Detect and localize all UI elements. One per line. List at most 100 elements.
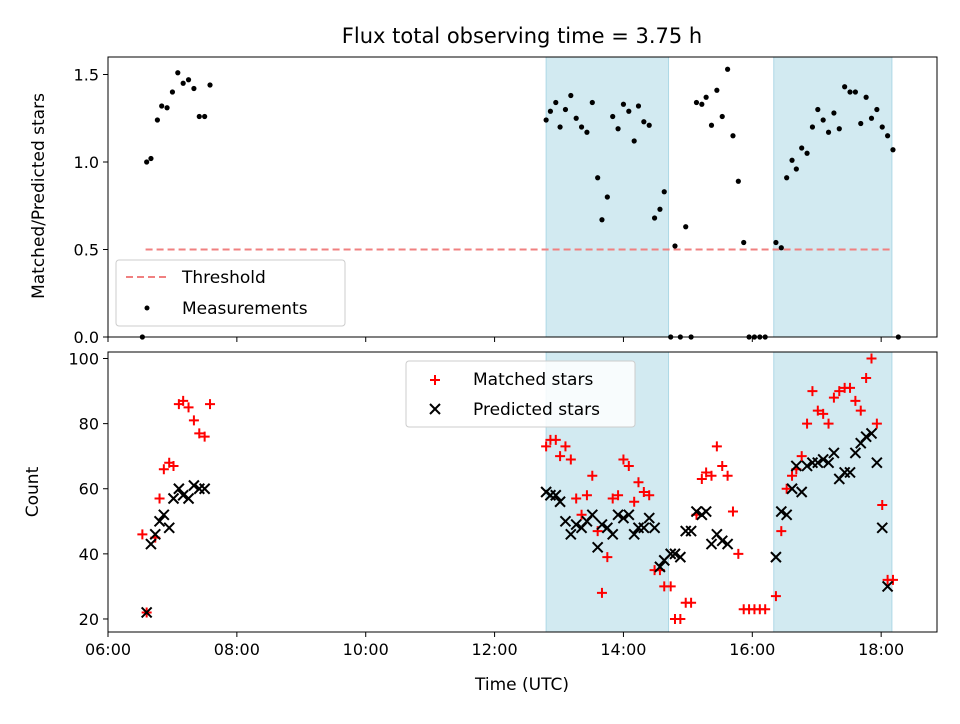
- predicted-point: [606, 528, 619, 541]
- matched-legend-swatch: [430, 375, 440, 385]
- predicted-point: [153, 515, 166, 528]
- matched-point: [770, 591, 781, 602]
- measurement-point: [543, 117, 549, 123]
- predicted-point: [844, 466, 856, 479]
- matched-point: [850, 395, 861, 406]
- predicted-point: [664, 548, 677, 560]
- measurement-point: [693, 99, 700, 106]
- measurement-point: [191, 85, 197, 92]
- predicted-point: [570, 518, 582, 531]
- matched-point: [665, 581, 676, 592]
- xtick-label: 16:00: [729, 640, 775, 659]
- measurements-legend-label: Measurements: [182, 299, 308, 319]
- predicted-point: [145, 538, 157, 550]
- measurement-point: [615, 126, 621, 132]
- measurement-point: [793, 166, 799, 172]
- measurement-point: [641, 119, 647, 125]
- predicted-point: [705, 538, 718, 550]
- predicted-point: [674, 551, 687, 563]
- measurement-point: [699, 101, 705, 107]
- measurement-point: [708, 122, 715, 128]
- measurement-point: [703, 94, 709, 100]
- measurement-point: [557, 124, 563, 130]
- measurement-point: [578, 124, 585, 130]
- measurement-point: [809, 124, 816, 130]
- predicted-point: [786, 483, 798, 495]
- measurement-point: [890, 147, 896, 153]
- measurement-point: [620, 101, 627, 107]
- predicted-point: [648, 522, 661, 534]
- measurement-point: [584, 129, 590, 135]
- measurement-point: [164, 105, 170, 111]
- predicted-point: [775, 505, 788, 518]
- predicted-point: [876, 522, 888, 534]
- measurement-point: [651, 215, 658, 221]
- measurement-point: [714, 87, 720, 93]
- measurement-point: [885, 133, 891, 139]
- measurement-point: [804, 150, 810, 156]
- bottom-ytick-label: 40: [79, 545, 99, 564]
- predicted-point: [586, 509, 599, 521]
- matched-legend-label: Matched stars: [473, 370, 593, 390]
- measurement-point: [175, 70, 181, 76]
- matched-point: [877, 500, 888, 511]
- predicted-legend-swatch: [429, 403, 441, 415]
- predicted-point: [188, 479, 200, 492]
- bottom-legend-frame: [405, 360, 636, 428]
- matched-point: [776, 526, 787, 537]
- matched-point: [644, 490, 655, 501]
- matched-point: [596, 587, 607, 598]
- measurement-point: [180, 80, 186, 86]
- bottom-ytick-label: 60: [79, 480, 99, 499]
- matched-point: [555, 451, 566, 462]
- top-legend: Threshold Measurements: [115, 259, 346, 327]
- predicted-point: [801, 460, 813, 472]
- matched-point: [727, 506, 738, 517]
- matched-point: [861, 373, 872, 384]
- matched-point: [796, 451, 807, 462]
- bottom-axes-frame: [107, 351, 938, 633]
- matched-point: [823, 418, 834, 429]
- measurement-point: [863, 94, 869, 100]
- predicted-point: [149, 528, 161, 541]
- measurement-point: [789, 157, 795, 163]
- top-panel: Matched/Predicted stars 0.0 0.5 1.0 1.5: [29, 56, 938, 347]
- predicted-point: [177, 489, 189, 501]
- measurement-point: [148, 155, 154, 162]
- measurement-point: [836, 126, 842, 132]
- predicted-point: [721, 538, 734, 550]
- predicted-point: [198, 483, 211, 495]
- predicted-point: [822, 456, 835, 469]
- matched-point: [787, 470, 798, 481]
- matched-point: [618, 454, 629, 465]
- predicted-point: [565, 528, 577, 541]
- xtick-label: 18:00: [858, 640, 904, 659]
- matched-point: [887, 574, 898, 585]
- predicted-point: [812, 456, 824, 469]
- measurement-point: [589, 99, 595, 106]
- measurement-point: [599, 217, 605, 223]
- measurement-point: [683, 224, 689, 230]
- xtick-label: 08:00: [214, 640, 260, 659]
- measurement-point: [735, 178, 741, 184]
- measurement-point: [799, 145, 805, 151]
- matched-point: [834, 386, 845, 397]
- measurement-point: [741, 239, 747, 246]
- predicted-point: [716, 535, 728, 547]
- matched-point: [686, 597, 697, 608]
- top-ytick-label: 0.5: [74, 241, 99, 260]
- measurement-point: [815, 106, 821, 113]
- matched-point: [733, 548, 744, 559]
- predicted-point: [790, 460, 803, 472]
- measurement-point: [144, 159, 150, 165]
- top-legend-frame: [115, 259, 346, 327]
- predicted-point: [849, 447, 862, 459]
- matched-point: [828, 392, 839, 403]
- matched-point: [158, 464, 169, 475]
- measurement-point: [573, 115, 579, 121]
- matched-point: [183, 402, 194, 413]
- measurement-point: [154, 117, 160, 123]
- predicted-point: [554, 496, 566, 508]
- measurement-point: [672, 243, 678, 249]
